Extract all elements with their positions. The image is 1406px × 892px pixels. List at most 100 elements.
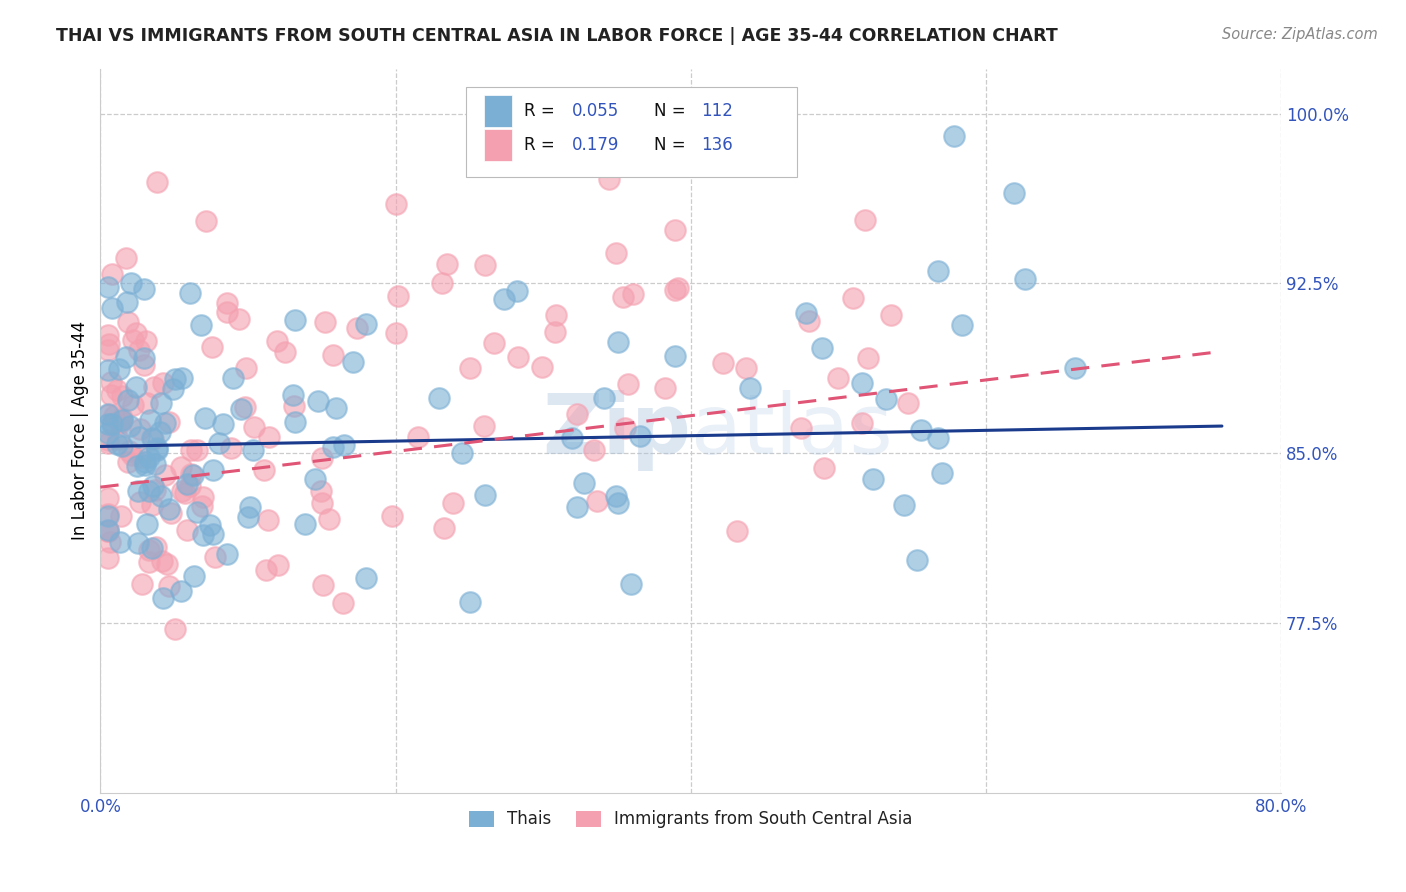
Point [381, 508, 404, 523]
Point [283, 400, 305, 414]
Point [605, 489, 627, 503]
Text: Source: ZipAtlas.com: Source: ZipAtlas.com [1222, 27, 1378, 42]
Point [97, 433, 120, 447]
Point [118, 443, 141, 458]
Point [619, 577, 641, 591]
Text: N =: N = [654, 136, 690, 154]
Point [153, 417, 176, 431]
Point [543, 326, 565, 340]
Point [127, 536, 149, 550]
Point [149, 489, 172, 503]
Point [97, 407, 120, 421]
Point [384, 197, 406, 211]
Point [141, 498, 163, 512]
Point [170, 459, 193, 474]
Point [190, 318, 212, 332]
Point [858, 351, 880, 366]
Point [111, 411, 134, 425]
Point [131, 577, 153, 591]
Point [132, 282, 155, 296]
Point [136, 517, 159, 532]
Point [734, 361, 756, 376]
Point [98, 336, 121, 351]
Point [121, 398, 143, 412]
Point [931, 466, 953, 480]
Point [115, 295, 138, 310]
Point [256, 513, 278, 527]
Point [505, 284, 527, 298]
Point [204, 549, 226, 564]
Point [97, 408, 120, 422]
Point [567, 408, 589, 422]
Point [342, 354, 364, 368]
Point [893, 498, 915, 512]
Point [143, 483, 166, 497]
FancyBboxPatch shape [467, 87, 797, 178]
Point [628, 429, 651, 443]
Point [101, 417, 124, 431]
Point [143, 457, 166, 471]
Point [593, 391, 616, 405]
Point [135, 395, 157, 409]
Point [332, 596, 354, 610]
Point [179, 479, 201, 493]
Point [458, 360, 481, 375]
Point [162, 383, 184, 397]
Point [862, 472, 884, 486]
Point [174, 485, 197, 500]
Point [853, 212, 876, 227]
Point [1002, 186, 1025, 200]
Point [790, 421, 813, 435]
Point [191, 499, 214, 513]
Point [304, 472, 326, 486]
Point [103, 409, 125, 424]
Text: R =: R = [524, 103, 560, 120]
Point [121, 448, 143, 462]
Point [129, 422, 152, 436]
Point [202, 463, 225, 477]
Point [97, 417, 120, 431]
Point [474, 488, 496, 502]
Point [172, 484, 194, 499]
Point [259, 429, 281, 443]
Point [141, 431, 163, 445]
Point [725, 524, 748, 538]
Point [253, 463, 276, 477]
Point [322, 440, 344, 454]
Point [97, 507, 120, 521]
Point [605, 246, 627, 260]
Point [354, 317, 377, 331]
Point [307, 393, 329, 408]
Point [267, 558, 290, 573]
Point [117, 315, 139, 329]
Point [141, 541, 163, 556]
Point [654, 381, 676, 395]
Point [813, 461, 835, 475]
Point [879, 308, 901, 322]
Point [254, 563, 277, 577]
Point [239, 500, 262, 514]
Point [114, 251, 136, 265]
Point [612, 290, 634, 304]
Point [583, 443, 606, 458]
Point [436, 257, 458, 271]
Point [810, 342, 832, 356]
Text: Zip: Zip [541, 390, 690, 471]
Point [120, 418, 142, 433]
Text: R =: R = [524, 136, 565, 154]
Point [506, 351, 529, 365]
Point [105, 383, 128, 397]
Point [159, 506, 181, 520]
Point [842, 291, 865, 305]
Point [484, 336, 506, 351]
Point [156, 557, 179, 571]
Point [274, 345, 297, 359]
Point [108, 362, 131, 376]
Point [531, 359, 554, 374]
Point [228, 312, 250, 326]
Point [142, 479, 165, 493]
Point [129, 495, 152, 509]
Point [117, 454, 139, 468]
Point [387, 288, 409, 302]
Point [157, 415, 180, 429]
